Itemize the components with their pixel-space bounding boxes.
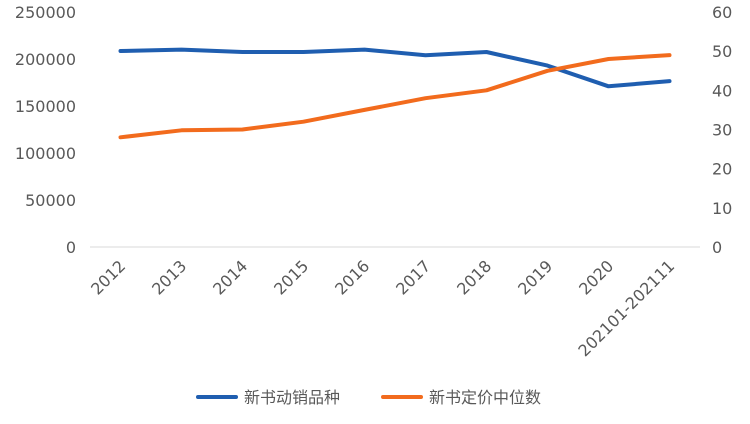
series-1-point	[302, 50, 306, 54]
series-2-point	[180, 128, 184, 132]
x-axis-tick-labels: 2012 2013 2014 2015 2016 2017 2018 2019 20202021…	[87, 256, 678, 360]
series-2-point	[485, 88, 489, 92]
series-2-point	[302, 120, 306, 124]
series-2-point	[119, 135, 123, 139]
series-2-point	[241, 128, 245, 132]
legend: 新书动销品种 新书定价中位数	[196, 388, 541, 407]
right-axis-tick-label: 50	[712, 42, 732, 61]
series-1-point	[546, 64, 550, 68]
series-line-1	[118, 47, 672, 89]
series-2-point	[424, 96, 428, 100]
right-axis-tick-label: 20	[712, 160, 732, 179]
series-1-point	[241, 50, 245, 54]
right-axis-tick-label: 30	[712, 121, 732, 140]
left-axis-tick-label: 0	[66, 238, 76, 257]
legend-label-1: 新书动销品种	[244, 388, 340, 407]
legend-label-2: 新书定价中位数	[429, 388, 541, 407]
series-1-point	[607, 84, 611, 88]
x-axis-tick-label: 2016	[331, 256, 373, 298]
right-axis-tick-label: 10	[712, 199, 732, 218]
left-axis-tick-label: 50000	[25, 191, 76, 210]
series-1-point	[363, 48, 367, 52]
series-1-point	[485, 50, 489, 54]
series-1-point	[119, 49, 123, 53]
left-axis-tick-label: 250000	[15, 3, 76, 22]
series-lines	[118, 47, 672, 140]
right-axis-tick-label: 60	[712, 3, 732, 22]
series-2-point	[546, 69, 550, 73]
x-axis-tick-label: 2018	[453, 256, 495, 298]
series-1-point	[424, 53, 428, 57]
series-2-point	[363, 108, 367, 112]
x-axis-tick-label: 2013	[148, 256, 190, 298]
x-axis-tick-label: 2012	[87, 256, 129, 298]
series-1-point	[180, 48, 184, 52]
series-2-point	[607, 57, 611, 61]
x-axis-tick-label: 2020	[575, 256, 617, 298]
series-2-point	[668, 53, 672, 57]
left-axis-tick-label: 150000	[15, 97, 76, 116]
right-axis-tick-labels: 0 10 20 30 40 50 60	[712, 3, 732, 257]
left-axis-tick-labels: 0 50000 100000 150000 200000 250000	[15, 3, 76, 257]
x-axis-tick-label: 2019	[514, 256, 556, 298]
right-axis-tick-label: 0	[712, 238, 722, 257]
left-axis-tick-label: 100000	[15, 144, 76, 163]
series-1-point	[668, 79, 672, 83]
x-axis-tick-label: 2015	[270, 256, 312, 298]
series-line-2	[118, 53, 672, 140]
x-axis-tick-label: 2017	[392, 256, 434, 298]
x-axis-tick-label: 2014	[209, 256, 251, 298]
left-axis-tick-label: 200000	[15, 50, 76, 69]
right-axis-tick-label: 40	[712, 81, 732, 100]
